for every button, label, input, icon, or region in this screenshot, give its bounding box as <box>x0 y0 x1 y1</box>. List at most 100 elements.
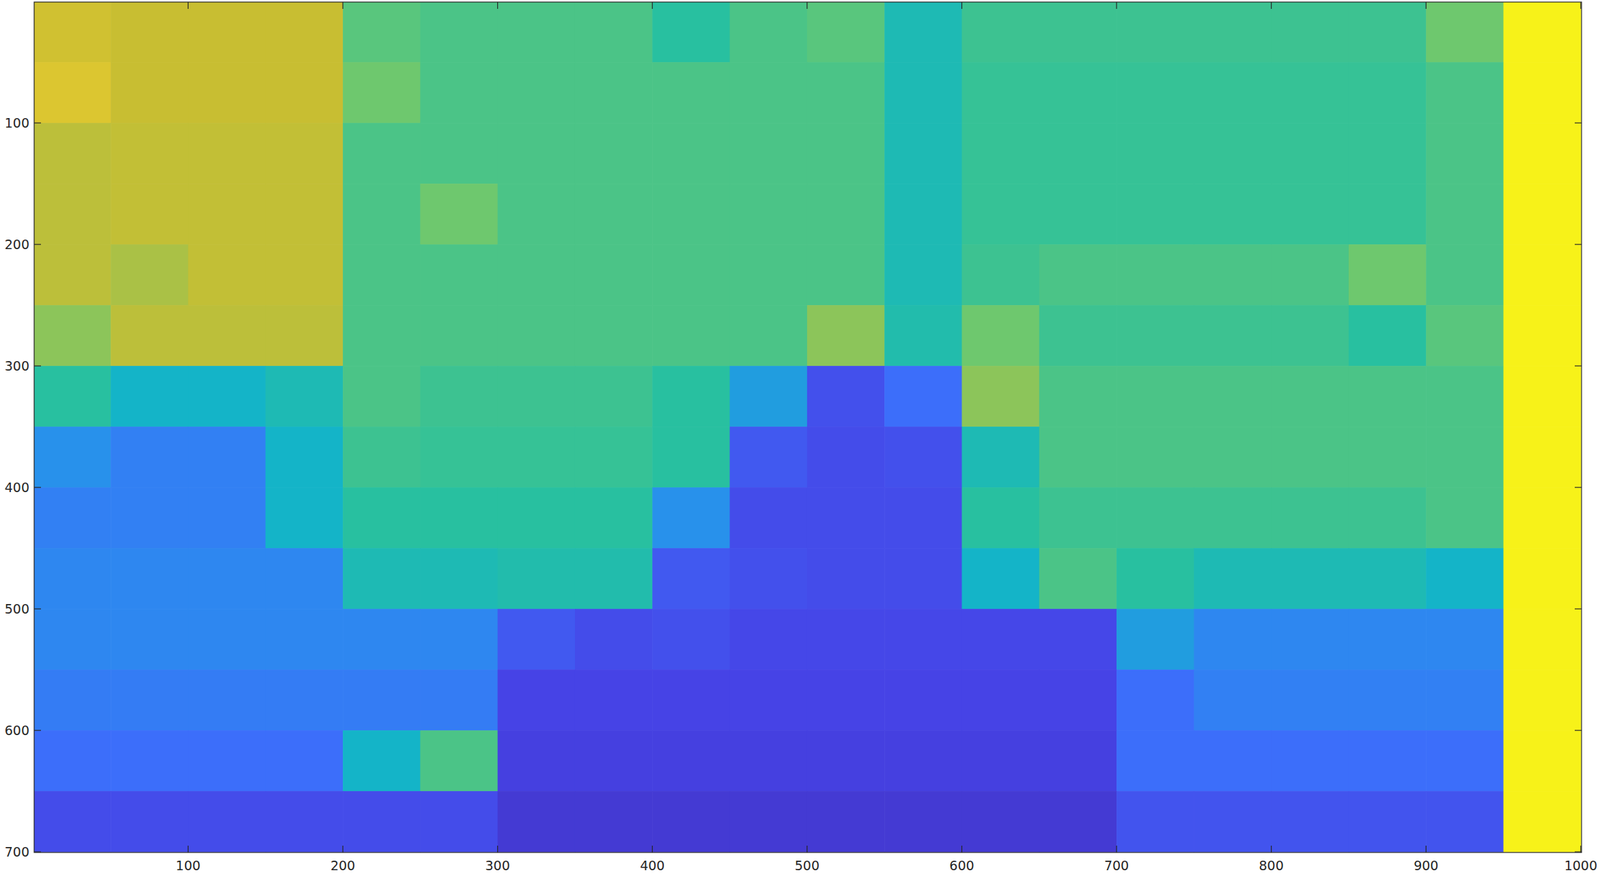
cell <box>884 669 963 732</box>
cell <box>265 426 344 489</box>
cell <box>574 366 653 428</box>
cell <box>1193 730 1272 793</box>
y-tick-label: 700 <box>4 844 30 860</box>
y-tick-label: 200 <box>4 236 30 252</box>
cell <box>807 730 886 793</box>
cell <box>1116 62 1195 124</box>
cell <box>1503 548 1582 610</box>
cell <box>1503 730 1582 793</box>
cell <box>884 791 963 853</box>
cell <box>419 791 498 853</box>
cell <box>187 669 266 732</box>
cell <box>1271 62 1350 124</box>
cell <box>730 62 808 124</box>
cell <box>730 730 808 793</box>
cell <box>419 730 498 793</box>
cell <box>652 122 731 185</box>
cell <box>961 730 1040 793</box>
cell <box>1193 244 1272 306</box>
x-tick-top <box>1580 2 1581 9</box>
frame <box>34 2 1582 853</box>
cell <box>1271 366 1350 428</box>
cell <box>265 548 344 610</box>
cell <box>1116 791 1195 853</box>
cell <box>1425 487 1504 550</box>
cell <box>961 183 1040 246</box>
cell <box>1425 122 1504 185</box>
x-tick <box>961 846 963 853</box>
cell <box>34 244 112 306</box>
cell <box>1271 730 1350 793</box>
cell <box>187 426 266 489</box>
cell <box>187 730 266 793</box>
y-tick <box>34 366 41 367</box>
cell <box>1039 305 1118 367</box>
cell <box>652 487 731 550</box>
x-tick-label: 200 <box>330 858 356 874</box>
cell <box>342 487 421 550</box>
cell <box>1193 2 1272 63</box>
cell <box>574 487 653 550</box>
cell <box>110 791 189 853</box>
cell <box>419 305 498 367</box>
cell <box>1348 730 1427 793</box>
cell <box>497 609 576 671</box>
cell <box>265 791 344 853</box>
y-tick-label: 600 <box>4 723 30 739</box>
cell <box>1348 548 1427 610</box>
cell <box>652 730 731 793</box>
cell <box>1425 62 1504 124</box>
cell <box>574 609 653 671</box>
x-tick <box>652 846 653 853</box>
cell <box>574 2 653 63</box>
cell <box>1193 183 1272 246</box>
cell <box>265 730 344 793</box>
cell <box>884 609 963 671</box>
cell <box>1271 426 1350 489</box>
cell <box>807 426 886 489</box>
cell <box>1116 244 1195 306</box>
cell <box>497 730 576 793</box>
y-tick <box>34 487 41 489</box>
cell <box>1116 609 1195 671</box>
cell <box>419 426 498 489</box>
cell <box>419 183 498 246</box>
cell <box>1503 791 1582 853</box>
cell <box>342 791 421 853</box>
cell <box>1193 62 1272 124</box>
cell <box>1425 366 1504 428</box>
cell <box>961 244 1040 306</box>
cell <box>884 305 963 367</box>
cell <box>34 426 112 489</box>
cell <box>497 62 576 124</box>
cell <box>419 62 498 124</box>
cell <box>730 426 808 489</box>
cell <box>187 548 266 610</box>
chart: 1002003004005006007008009001000100200300… <box>0 0 1600 875</box>
x-tick <box>497 846 498 853</box>
cell <box>34 487 112 550</box>
cell <box>110 609 189 671</box>
cell <box>1503 487 1582 550</box>
x-tick-top <box>652 2 653 9</box>
cell <box>1348 305 1427 367</box>
cell <box>730 122 808 185</box>
cell <box>961 2 1040 63</box>
y-tick-right <box>1574 244 1582 246</box>
cell <box>652 548 731 610</box>
cell <box>807 487 886 550</box>
cell <box>652 366 731 428</box>
cell <box>342 183 421 246</box>
cell <box>34 669 112 732</box>
cell <box>187 2 266 63</box>
cell <box>1348 487 1427 550</box>
cell <box>807 548 886 610</box>
cell <box>574 426 653 489</box>
cell <box>1193 791 1272 853</box>
cell <box>652 183 731 246</box>
cell <box>187 122 266 185</box>
cell <box>730 2 808 63</box>
cell <box>1039 487 1118 550</box>
cell <box>961 609 1040 671</box>
cell <box>1503 122 1582 185</box>
